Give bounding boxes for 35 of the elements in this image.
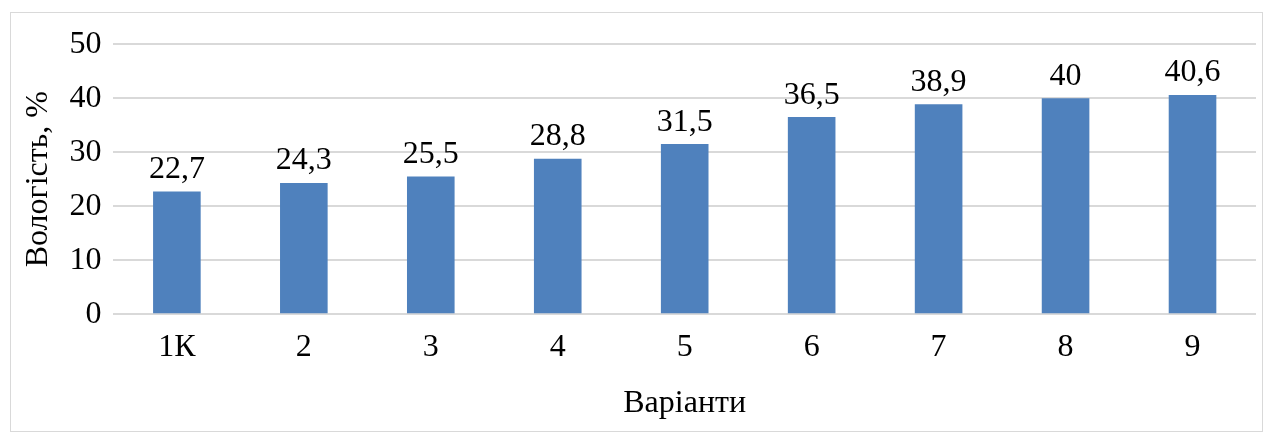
bar: [280, 182, 328, 314]
y-tick-label: 30: [69, 131, 102, 168]
x-tick-label: 2: [295, 326, 312, 363]
y-tick-label: 20: [69, 185, 102, 222]
data-label: 22,7: [148, 149, 205, 186]
data-label: 40,6: [1164, 52, 1221, 89]
bar: [1041, 98, 1090, 314]
data-label: 28,8: [529, 116, 586, 153]
x-tick-label: 1К: [158, 326, 197, 363]
data-label: 38,9: [910, 61, 967, 98]
data-label: 24,3: [275, 140, 332, 177]
y-tick-label: 10: [69, 239, 102, 276]
bar: [153, 191, 201, 314]
x-axis-title: Варіанти: [623, 383, 747, 420]
x-tick-label: 9: [1184, 326, 1201, 363]
x-tick-label: 5: [676, 326, 693, 363]
data-label: 40: [1049, 55, 1082, 92]
x-tick-label: 4: [549, 326, 566, 363]
y-tick-label: 40: [69, 77, 102, 114]
y-tick-label: 50: [69, 23, 102, 60]
bar: [406, 176, 455, 314]
y-tick-label: 0: [85, 293, 102, 330]
bar: [787, 117, 836, 314]
bar: [660, 144, 709, 314]
bar: [533, 158, 582, 314]
x-tick-label: 6: [803, 326, 820, 363]
x-tick-label: 3: [422, 326, 439, 363]
data-label: 25,5: [402, 133, 459, 170]
x-tick-label: 8: [1057, 326, 1074, 363]
data-label: 31,5: [656, 101, 713, 138]
y-axis-title: Вологість, %: [17, 91, 54, 268]
x-tick-label: 7: [930, 326, 947, 363]
bar: [1168, 94, 1217, 314]
bar: [914, 104, 963, 314]
data-label: 36,5: [783, 74, 840, 111]
